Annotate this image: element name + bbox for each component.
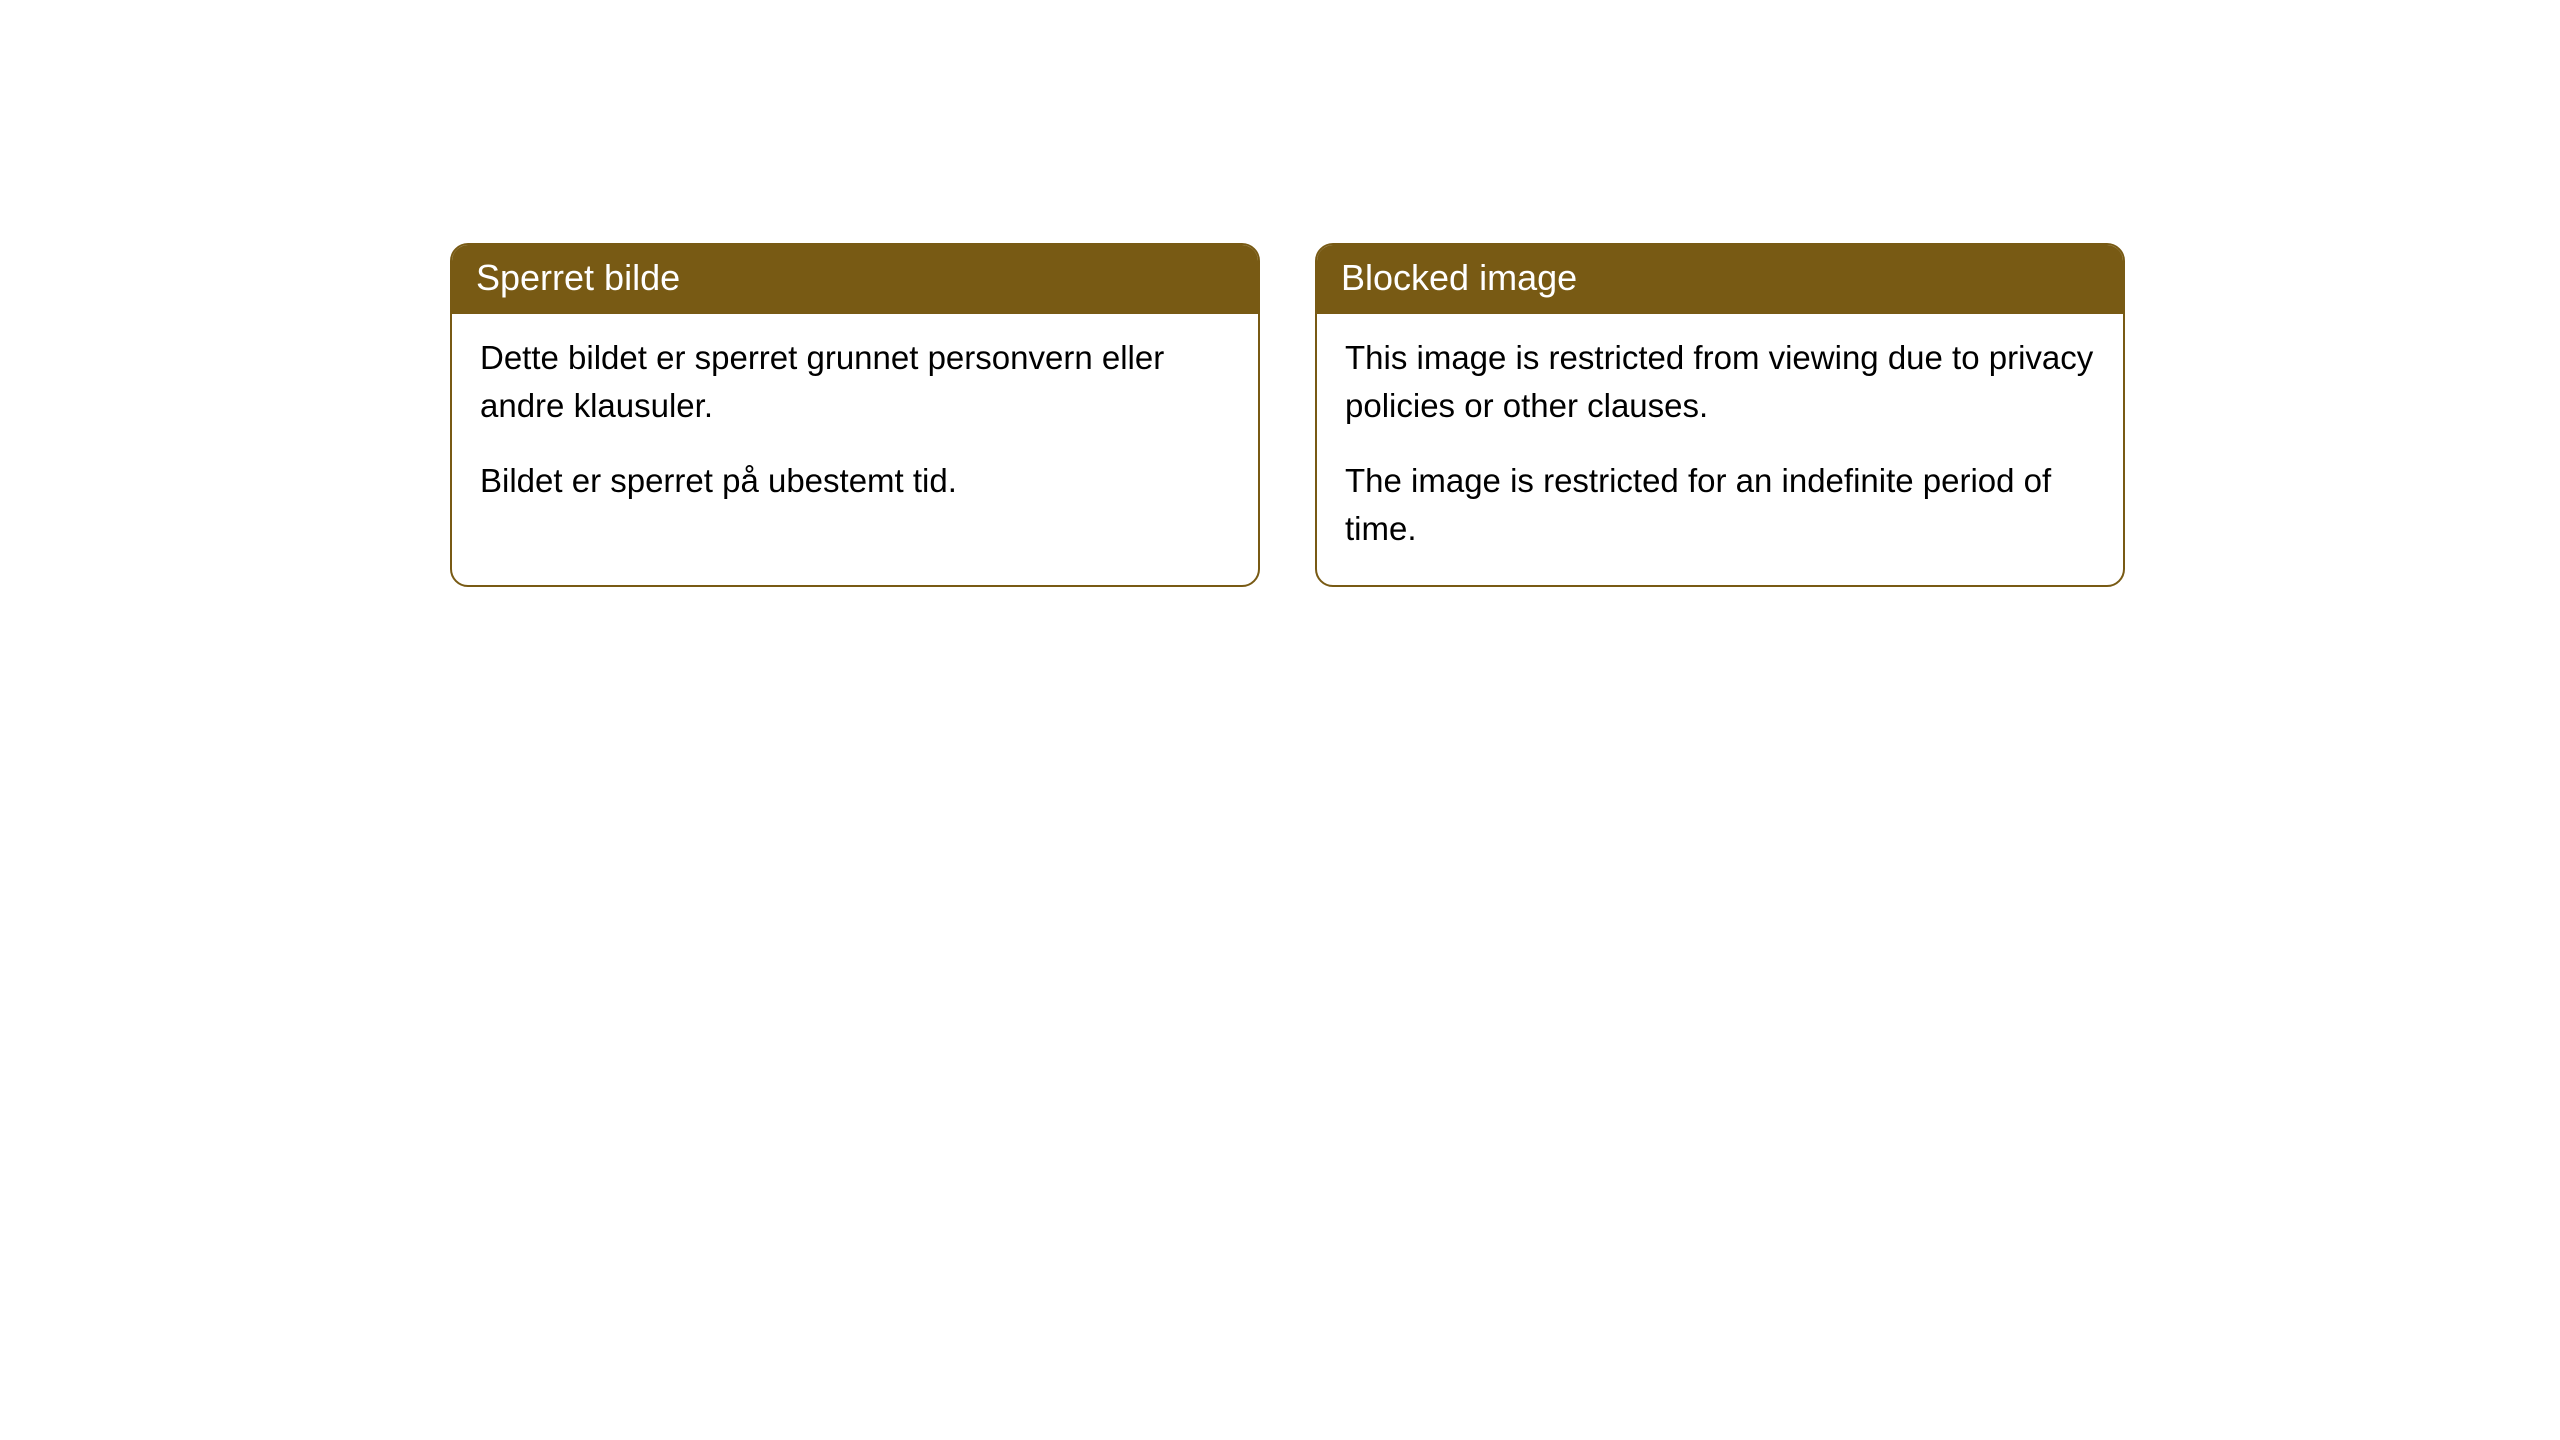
notice-body-norwegian: Dette bildet er sperret grunnet personve…: [452, 314, 1258, 538]
notice-paragraph: Dette bildet er sperret grunnet personve…: [480, 334, 1230, 430]
notice-box-norwegian: Sperret bilde Dette bildet er sperret gr…: [450, 243, 1260, 587]
notice-paragraph: This image is restricted from viewing du…: [1345, 334, 2095, 430]
notice-paragraph: The image is restricted for an indefinit…: [1345, 457, 2095, 553]
notice-title-english: Blocked image: [1317, 245, 2123, 314]
notice-title-norwegian: Sperret bilde: [452, 245, 1258, 314]
notice-container: Sperret bilde Dette bildet er sperret gr…: [450, 243, 2125, 587]
notice-box-english: Blocked image This image is restricted f…: [1315, 243, 2125, 587]
notice-body-english: This image is restricted from viewing du…: [1317, 314, 2123, 585]
notice-paragraph: Bildet er sperret på ubestemt tid.: [480, 457, 1230, 505]
